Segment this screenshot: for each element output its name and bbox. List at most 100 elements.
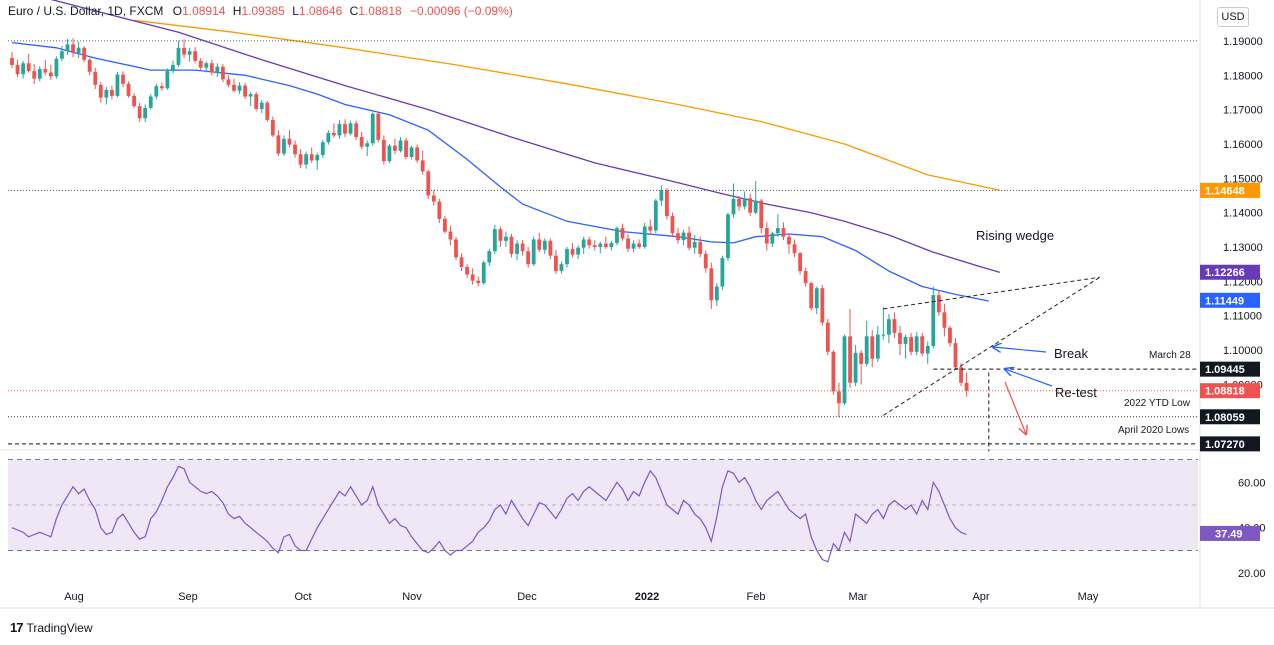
candle	[409, 145, 414, 160]
candle	[570, 242, 575, 258]
candle-body	[498, 229, 503, 241]
candle	[720, 255, 725, 290]
candle-body	[459, 257, 464, 267]
candle-body	[803, 271, 808, 284]
candle	[942, 303, 947, 337]
candle	[132, 93, 136, 108]
candle	[93, 67, 98, 89]
candle-body	[776, 228, 780, 234]
candle-body	[787, 236, 791, 245]
candle	[670, 212, 675, 237]
currency-button[interactable]: USD	[1217, 7, 1249, 27]
candle	[592, 240, 597, 251]
moving-averages	[11, 0, 1001, 302]
candle	[193, 47, 198, 64]
candle-body	[182, 47, 186, 55]
candle-body	[165, 71, 170, 89]
price-tick-label: 1.11000	[1223, 311, 1262, 323]
candle-body	[354, 123, 358, 138]
candle-body	[381, 139, 386, 162]
candle	[537, 232, 542, 253]
candle-body	[809, 283, 814, 309]
candle-body	[659, 190, 664, 201]
candle-body	[87, 59, 92, 72]
candle	[159, 82, 164, 91]
candle	[642, 222, 647, 249]
candle	[209, 59, 214, 76]
price-labels: 1.14648 1.12266 1.11449 1.09445 1.08818 1.080…	[1200, 182, 1260, 541]
tradingview-branding[interactable]: 17 TradingView	[10, 620, 93, 635]
candle-body	[875, 334, 880, 359]
candle	[953, 338, 958, 369]
time-tick-label: Mar	[849, 591, 868, 603]
candle	[492, 224, 497, 254]
candle	[404, 137, 408, 160]
price-label-text: 1.11449	[1205, 295, 1244, 307]
candle-body	[825, 322, 830, 352]
candle	[343, 119, 347, 138]
break-label: Break	[1054, 346, 1088, 361]
candle-body	[159, 86, 164, 89]
candle-body	[887, 319, 891, 335]
time-tick-label: Feb	[747, 591, 766, 603]
candle	[298, 149, 303, 169]
candle-body	[293, 144, 297, 155]
candle-body	[376, 113, 381, 140]
candle-body	[964, 382, 969, 391]
candle-body	[209, 63, 214, 73]
candle-body	[409, 147, 414, 158]
low-label: L	[292, 4, 299, 18]
candle-body	[792, 244, 797, 254]
price-label-bg	[1200, 409, 1260, 425]
candle	[270, 116, 275, 138]
price-label: 1.08059	[1200, 409, 1260, 425]
candle	[448, 225, 453, 246]
candle	[315, 152, 320, 170]
candle	[465, 264, 469, 278]
symbol-legend: Euro / U.S. Dollar, 1D, FXCM O1.08914 H1…	[8, 4, 513, 18]
candle	[481, 260, 486, 285]
candle	[526, 247, 531, 268]
rsi-tick-label: 60.00	[1238, 477, 1266, 489]
candle	[126, 81, 131, 98]
candle	[115, 71, 120, 98]
candle-body	[504, 236, 508, 241]
candle-body	[404, 140, 408, 158]
candle	[259, 99, 264, 114]
change-value: −0.00096 (−0.09%)	[410, 4, 513, 18]
candle	[476, 276, 481, 287]
candle-body	[132, 95, 136, 107]
price-label-text: 1.08818	[1205, 386, 1245, 398]
candle	[204, 61, 209, 73]
candle	[692, 235, 697, 254]
candle	[687, 226, 691, 251]
candle	[748, 193, 753, 217]
candle-body	[753, 200, 758, 213]
candle-body	[71, 44, 75, 53]
candle	[248, 91, 253, 107]
candle-body	[282, 138, 286, 154]
candle-body	[554, 255, 558, 272]
candle	[898, 326, 902, 356]
candle	[171, 60, 175, 74]
price-label-text: 1.14648	[1205, 185, 1245, 197]
candle-body	[26, 63, 31, 72]
candle	[731, 183, 736, 218]
candle	[98, 82, 103, 103]
candle	[198, 58, 203, 71]
candle	[520, 240, 525, 256]
wedge-upper-line	[883, 276, 1100, 310]
candle	[287, 130, 292, 148]
candle	[959, 363, 963, 387]
candle-body	[60, 51, 64, 59]
candle-body	[759, 200, 764, 229]
candle-body	[359, 137, 364, 147]
candle-body	[626, 238, 630, 249]
candle	[504, 231, 508, 248]
rsi-current-label: 37.49	[1200, 525, 1260, 541]
candle	[393, 138, 397, 155]
candle-body	[454, 239, 458, 258]
candle-body	[337, 124, 342, 136]
candle	[903, 334, 908, 359]
